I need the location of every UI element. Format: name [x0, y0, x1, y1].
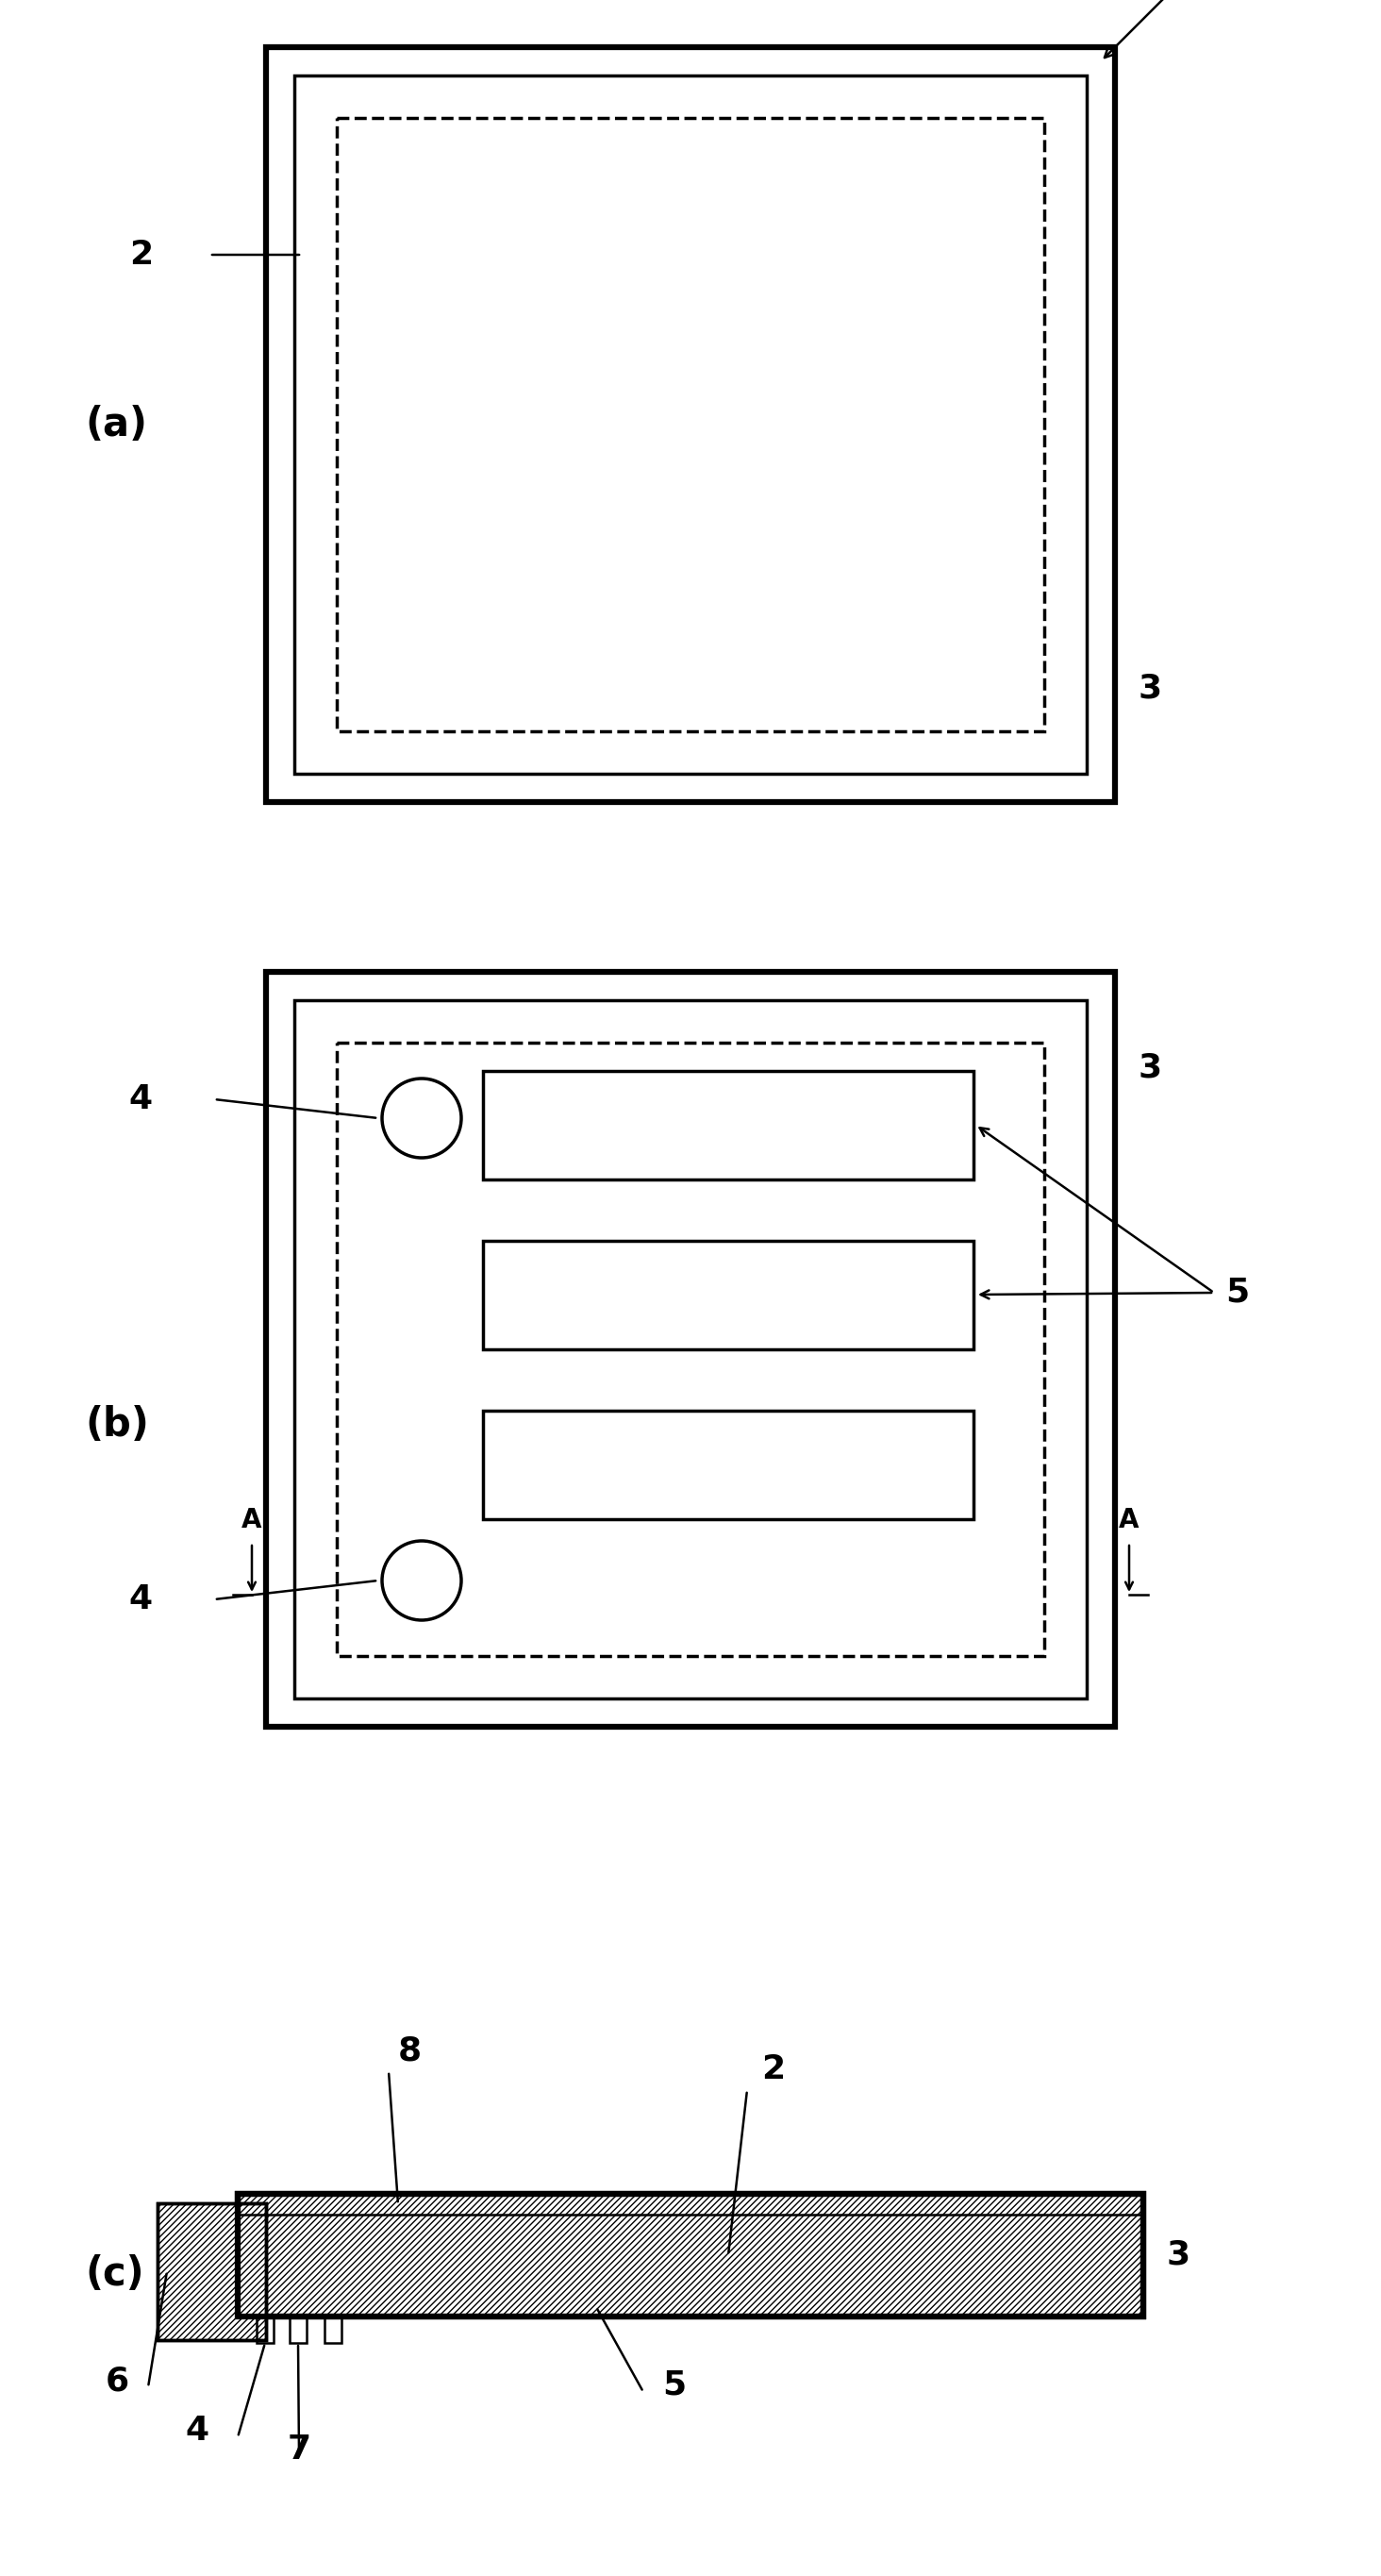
- Text: 7: 7: [287, 2434, 311, 2465]
- Bar: [238, 2195, 1143, 2316]
- Text: 4: 4: [185, 2414, 210, 2447]
- Bar: [483, 1242, 974, 1350]
- Text: (c): (c): [84, 2254, 144, 2293]
- Bar: [294, 999, 1087, 1698]
- Text: (b): (b): [84, 1404, 149, 1445]
- Text: 2: 2: [761, 2053, 784, 2087]
- Text: 3: 3: [1138, 672, 1163, 706]
- Bar: [483, 1072, 974, 1180]
- Text: 8: 8: [398, 2035, 421, 2066]
- Bar: [157, 2202, 267, 2339]
- Bar: [267, 46, 1114, 801]
- Bar: [157, 2202, 267, 2339]
- Bar: [483, 1412, 974, 1520]
- Bar: [290, 2316, 307, 2344]
- Bar: [294, 75, 1087, 773]
- Bar: [257, 2316, 273, 2344]
- Text: 4: 4: [128, 1084, 153, 1115]
- Text: A: A: [242, 1507, 262, 1533]
- Bar: [325, 2316, 341, 2344]
- Text: 3: 3: [1138, 1051, 1163, 1084]
- Bar: [238, 2195, 1143, 2316]
- Text: 3: 3: [1167, 2239, 1190, 2272]
- Text: 5: 5: [1225, 1278, 1248, 1309]
- Text: A: A: [1119, 1507, 1139, 1533]
- Bar: [267, 971, 1114, 1726]
- Text: 4: 4: [128, 1584, 153, 1615]
- Bar: [337, 118, 1044, 732]
- Text: (a): (a): [84, 404, 148, 446]
- Text: 6: 6: [105, 2365, 130, 2396]
- Text: 5: 5: [663, 2370, 686, 2401]
- Bar: [337, 1043, 1044, 1656]
- Text: 2: 2: [128, 240, 153, 270]
